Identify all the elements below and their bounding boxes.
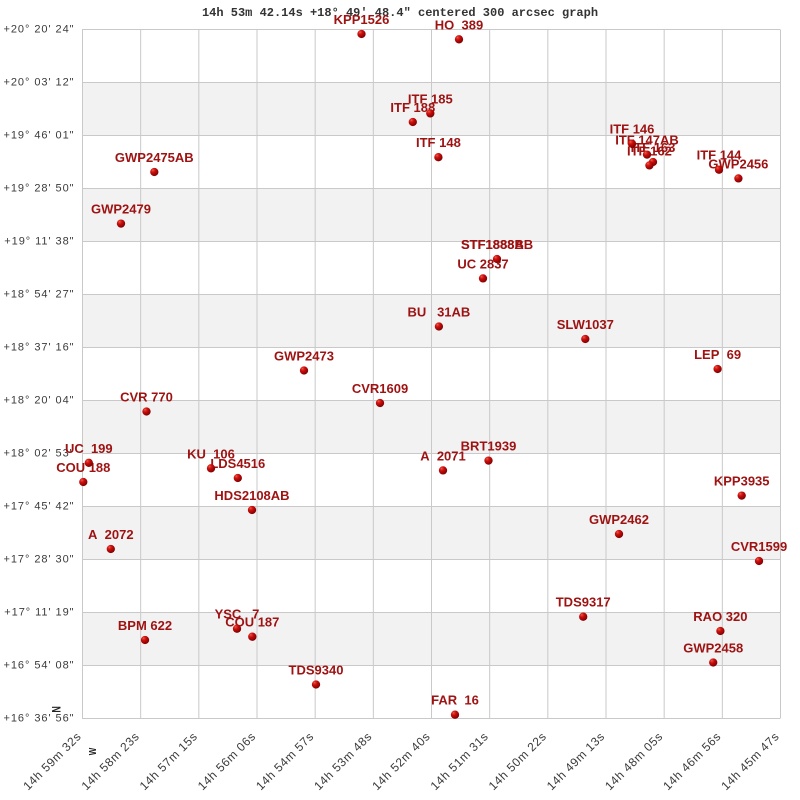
svg-text:STF1888B: STF1888B (461, 237, 524, 252)
svg-text:RAO 320: RAO 320 (693, 609, 747, 624)
svg-text:CVR1609: CVR1609 (352, 381, 408, 396)
svg-text:+18° 37' 16": +18° 37' 16" (3, 341, 74, 353)
svg-text:+20° 03' 12": +20° 03' 12" (3, 76, 74, 88)
svg-text:+18° 54' 27": +18° 54' 27" (3, 288, 74, 300)
svg-text:N: N (50, 706, 64, 712)
svg-text:ITF 163: ITF 163 (631, 140, 676, 155)
svg-text:ITF 146: ITF 146 (610, 122, 655, 137)
svg-text:+20° 20' 24": +20° 20' 24" (3, 23, 74, 35)
svg-text:UC 199: UC 199 (65, 441, 113, 456)
svg-text:A 2072: A 2072 (88, 527, 134, 542)
svg-text:+18° 20' 04": +18° 20' 04" (3, 394, 74, 406)
svg-text:ITF 188: ITF 188 (390, 100, 435, 115)
svg-text:ITF 185: ITF 185 (408, 91, 453, 106)
svg-text:GWP2479: GWP2479 (91, 202, 151, 217)
svg-text:GWP2462: GWP2462 (589, 512, 649, 527)
svg-text:STF1888AB: STF1888AB (461, 237, 533, 252)
svg-text:KU 106: KU 106 (187, 446, 235, 461)
svg-text:A 2071: A 2071 (420, 448, 466, 463)
svg-text:ITF 144: ITF 144 (697, 148, 743, 163)
svg-text:BPM 622: BPM 622 (118, 618, 172, 633)
svg-text:+17° 11' 19": +17° 11' 19" (4, 606, 74, 618)
svg-text:SLW1037: SLW1037 (557, 317, 614, 332)
svg-text:GWP2456: GWP2456 (708, 156, 768, 171)
svg-text:+18° 02' 53": +18° 02' 53" (3, 447, 74, 459)
svg-text:+19° 28' 50": +19° 28' 50" (3, 182, 74, 194)
svg-text:TDS9340: TDS9340 (289, 663, 344, 678)
svg-text:+17° 45' 42": +17° 45' 42" (3, 500, 74, 512)
svg-text:TDS9317: TDS9317 (556, 595, 611, 610)
svg-text:CVR1599: CVR1599 (731, 539, 787, 554)
svg-text:+19° 11' 38": +19° 11' 38" (4, 235, 74, 247)
svg-text:YSC 7: YSC 7 (215, 607, 260, 622)
svg-text:FAR 16: FAR 16 (431, 693, 479, 708)
svg-text:KPP3935: KPP3935 (714, 474, 770, 489)
svg-text:HO 389: HO 389 (435, 17, 483, 32)
svg-text:BU 31AB: BU 31AB (407, 305, 470, 320)
svg-text:+16° 54' 08": +16° 54' 08" (3, 659, 74, 671)
svg-text:ITF 162: ITF 162 (627, 143, 672, 158)
svg-text:GWP2473: GWP2473 (274, 349, 334, 364)
svg-text:+16° 36' 56": +16° 36' 56" (3, 712, 74, 724)
svg-text:HDS2108AB: HDS2108AB (214, 488, 289, 503)
svg-text:ITF 148: ITF 148 (416, 135, 461, 150)
svg-text:BRT1939: BRT1939 (461, 439, 517, 454)
svg-text:LEP 69: LEP 69 (694, 347, 741, 362)
svg-text:+19° 46' 01": +19° 46' 01" (3, 129, 74, 141)
svg-text:LDS4516: LDS4516 (210, 456, 265, 471)
svg-text:GWP2458: GWP2458 (683, 641, 743, 656)
svg-text:GWP2475AB: GWP2475AB (115, 150, 194, 165)
svg-text:14h 53m 42.14s +18° 49' 48.4": 14h 53m 42.14s +18° 49' 48.4" centered 3… (202, 6, 598, 20)
svg-text:COU 188: COU 188 (56, 460, 110, 475)
svg-text:W: W (87, 747, 98, 755)
svg-text:+17° 28' 30": +17° 28' 30" (3, 553, 74, 565)
svg-text:CVR 770: CVR 770 (120, 390, 173, 405)
svg-text:KPP1526: KPP1526 (334, 12, 390, 27)
